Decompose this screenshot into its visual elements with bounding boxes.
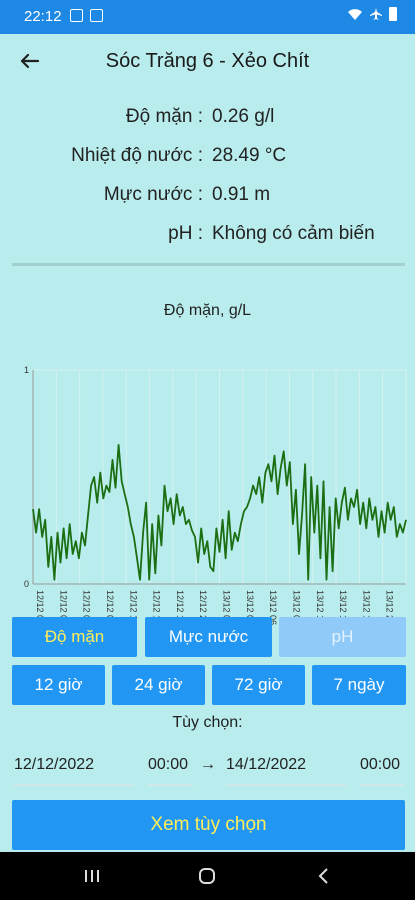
range-72h-button[interactable]: 72 giờ xyxy=(212,665,305,705)
reading-label: Nhiệt độ nước : xyxy=(71,145,203,166)
app-notification-icon xyxy=(90,9,103,22)
x-tick-label: 13/12 21 xyxy=(385,590,395,625)
status-bar: 22:12 xyxy=(0,0,415,34)
reading-value: 0.26 g/l xyxy=(212,106,275,127)
range-24h-button[interactable]: 24 giờ xyxy=(112,665,205,705)
start-date-value: 12/12/2022 xyxy=(14,756,95,773)
gallery-notification-icon xyxy=(70,9,83,22)
x-tick-label: 12/12 12 xyxy=(128,590,138,625)
salinity-series-line xyxy=(32,444,407,581)
divider xyxy=(12,263,405,266)
wifi-icon xyxy=(348,9,362,20)
reading-value: 28.49 °C xyxy=(212,145,287,166)
back-arrow-icon[interactable] xyxy=(14,46,44,76)
y-tick-label: 1 xyxy=(24,365,29,375)
x-tick-label: 12/12 03 xyxy=(58,590,68,625)
x-tick-label: 13/12 15 xyxy=(338,590,348,625)
x-tick-label: 13/12 03 xyxy=(245,590,255,625)
x-tick-label: 14/12 00 xyxy=(408,590,410,625)
airplane-icon xyxy=(370,8,382,20)
x-tick-label: 13/12 09 xyxy=(291,590,301,625)
app-screen: Sóc Trăng 6 - Xẻo Chít Độ mặn : 0.26 g/l… xyxy=(0,34,415,852)
view-custom-button[interactable]: Xem tùy chọn xyxy=(12,800,405,850)
end-date-field[interactable]: 14/12/2022 xyxy=(226,756,346,786)
battery-icon xyxy=(389,7,397,21)
start-date-field[interactable]: 12/12/2022 xyxy=(14,756,134,786)
x-tick-label: 13/12 12 xyxy=(315,590,325,625)
start-time-field[interactable]: 00:00 xyxy=(148,756,193,786)
end-time-value: 00:00 xyxy=(360,756,401,773)
reading-value: 0.91 m xyxy=(212,184,271,205)
page-title: Sóc Trăng 6 - Xẻo Chít xyxy=(105,50,310,72)
home-icon[interactable] xyxy=(195,864,219,888)
app-bar: Sóc Trăng 6 - Xẻo Chít xyxy=(0,34,415,90)
reading-ph: pH : Không có cảm biến xyxy=(0,223,415,251)
x-tick-label: 12/12 00 xyxy=(35,590,45,625)
nav-back-icon[interactable] xyxy=(312,864,336,888)
x-tick-label: 12/12 21 xyxy=(198,590,208,625)
reading-salinity: Độ mặn : 0.26 g/l xyxy=(0,106,415,134)
reading-label: pH : xyxy=(168,223,203,244)
x-tick-label: 12/12 09 xyxy=(105,590,115,625)
x-tick-label: 13/12 18 xyxy=(361,590,371,625)
x-tick-label: 13/12 00 xyxy=(222,590,232,625)
tab-salinity[interactable]: Độ mặn xyxy=(12,617,137,657)
x-tick-label: 13/12 06 xyxy=(268,590,278,625)
end-date-value: 14/12/2022 xyxy=(226,756,307,773)
x-tick-label: 12/12 06 xyxy=(82,590,92,625)
range-arrow: → xyxy=(200,756,216,773)
chart-title: Độ mặn, g/L xyxy=(163,302,252,319)
parameter-tabs: Độ mặn Mực nước pH 12 giờ 24 giờ 72 giờ … xyxy=(12,617,406,705)
range-7d-button[interactable]: 7 ngày xyxy=(312,665,406,705)
reading-label: Mực nước : xyxy=(103,184,203,205)
reading-label: Độ mặn : xyxy=(125,106,203,127)
tab-water-level[interactable]: Mực nước xyxy=(145,617,272,657)
tab-ph[interactable]: pH xyxy=(279,617,406,657)
salinity-chart: 12/12 00 12/12 03 12/12 06 12/12 09 12/12 12… xyxy=(24,365,410,625)
status-time: 22:12 xyxy=(24,8,62,25)
reading-water-level: Mực nước : 0.91 m xyxy=(0,184,415,212)
reading-value: Không có cảm biến xyxy=(212,223,375,244)
x-tick-label: 12/12 18 xyxy=(175,590,185,625)
reading-water-temperature: Nhiệt độ nước : 28.49 °C xyxy=(0,145,415,173)
recent-apps-icon[interactable] xyxy=(80,864,104,888)
start-time-value: 00:00 xyxy=(148,756,189,773)
x-tick-label: 12/12 15 xyxy=(152,590,162,625)
custom-range-label: Tùy chọn: xyxy=(172,714,243,731)
end-time-field[interactable]: 00:00 xyxy=(360,756,404,786)
range-12h-button[interactable]: 12 giờ xyxy=(12,665,105,705)
system-nav-bar xyxy=(0,852,415,900)
y-tick-label: 0 xyxy=(24,579,29,589)
